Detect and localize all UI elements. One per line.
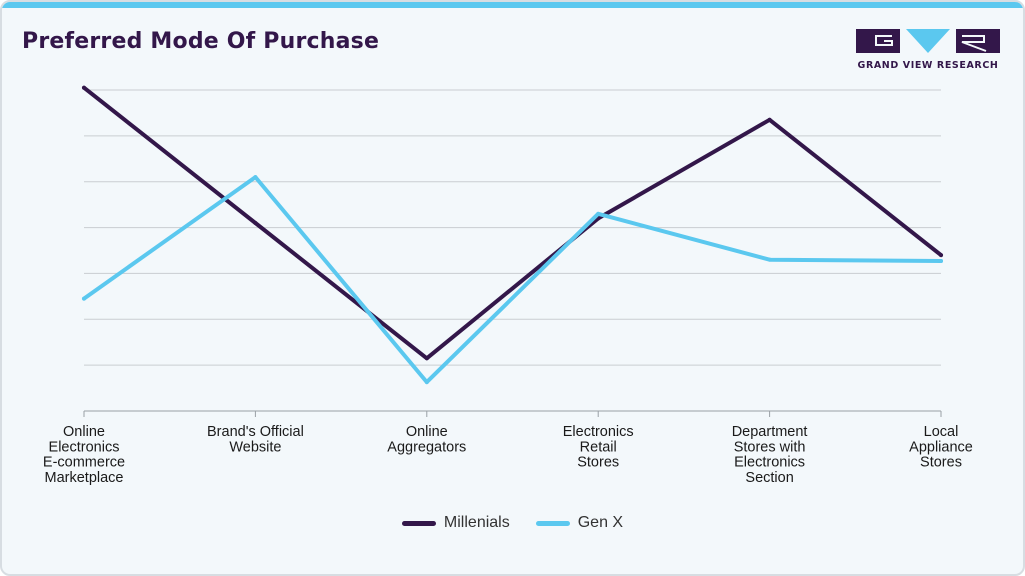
series-line-gen-x[interactable]: [82, 175, 943, 385]
legend-swatch-millenials: [401, 520, 436, 526]
x-tick-label: Online Aggregators: [387, 424, 466, 455]
legend-label-millenials: Millenials: [443, 514, 510, 531]
x-tick-label: Online Electronics E-commerce Marketplace: [43, 424, 125, 486]
logo-mark-icon: [856, 29, 1000, 53]
data-point: [596, 211, 601, 216]
x-tick-label: Local Appliance Stores: [909, 424, 973, 471]
series-line-millenials[interactable]: [82, 85, 943, 361]
data-point: [82, 85, 86, 90]
logo-text: GRAND VIEW RESEARCH: [857, 60, 999, 71]
data-point: [767, 257, 772, 262]
data-point: [767, 117, 772, 122]
legend-item-genx[interactable]: Gen X: [535, 514, 624, 532]
x-tick-labels: Online Electronics E-commerce Marketplace Br…: [43, 424, 973, 486]
legend: Millenials Gen X: [0, 514, 1025, 532]
data-point: [253, 220, 258, 225]
gridlines: [84, 89, 941, 366]
series-lines: [82, 85, 943, 385]
x-tick-label: Electronics Retail Stores: [563, 424, 634, 471]
data-point: [939, 253, 943, 258]
data-point: [424, 380, 429, 385]
legend-swatch-genx: [535, 520, 570, 526]
data-point: [82, 296, 86, 301]
x-axis: [83, 410, 942, 417]
chart-title: Preferred Mode Of Purchase: [22, 29, 380, 54]
grand-view-research-logo: GRAND VIEW RESEARCH: [856, 29, 1000, 73]
data-point: [939, 259, 943, 264]
legend-item-millenials[interactable]: Millenials: [401, 514, 510, 532]
data-point: [424, 356, 429, 361]
x-tick-label: Department Stores with Electronics Section: [732, 424, 808, 486]
accent-bar: [2, 2, 1023, 8]
legend-label-genx: Gen X: [577, 514, 624, 531]
data-point: [253, 175, 258, 180]
x-tick-label: Brand's Official Website: [207, 424, 304, 455]
